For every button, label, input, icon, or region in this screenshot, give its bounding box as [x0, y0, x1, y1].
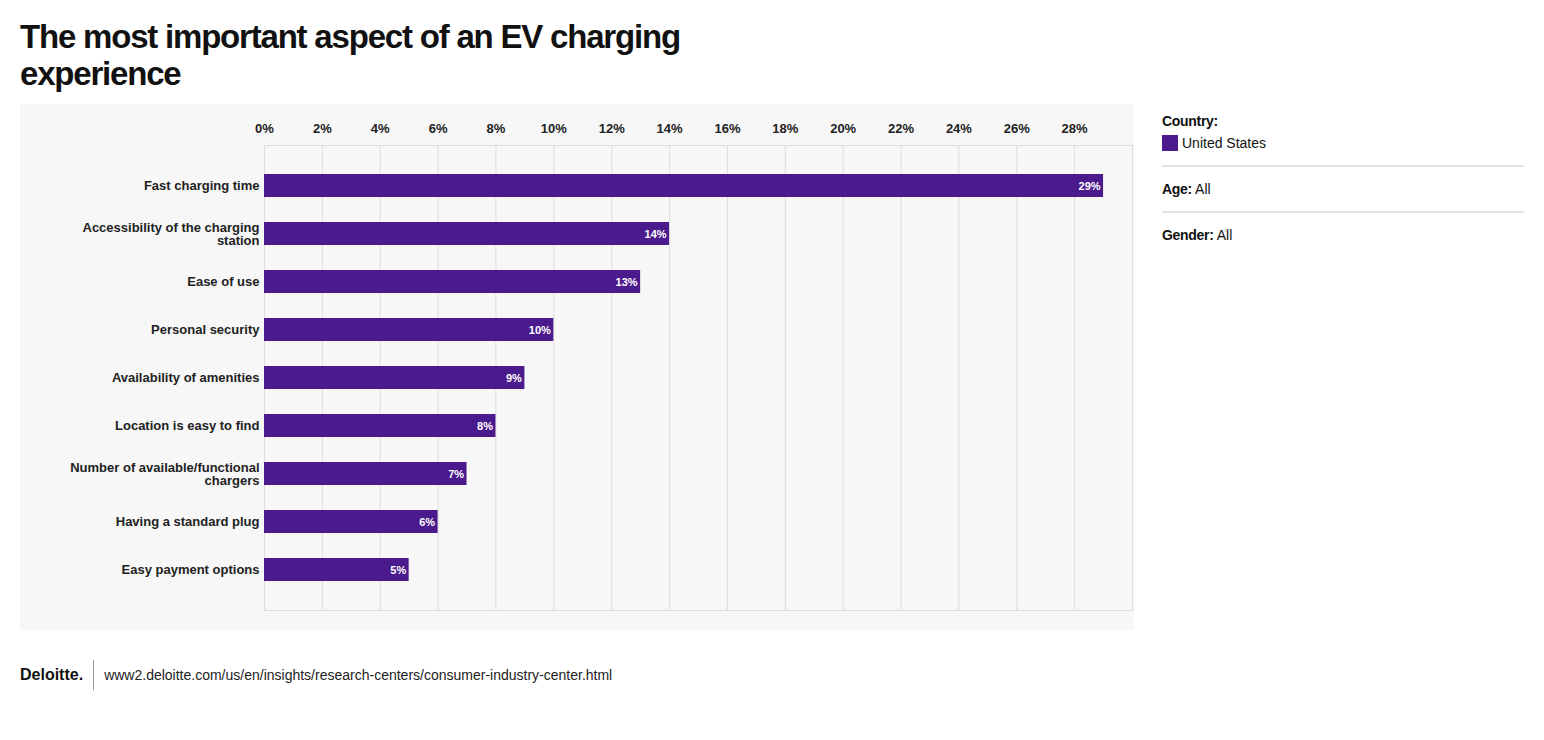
html-text:www2.deloitte.com/us/en/insigh: www2.deloitte.com/us/en/insights/researc…	[104, 667, 613, 683]
svg-text:Ease of use: Ease of use	[187, 274, 259, 289]
svg-text:16%: 16%	[714, 121, 740, 136]
svg-text:24%: 24%	[946, 121, 972, 136]
svg-text:8%: 8%	[477, 420, 493, 432]
svg-text:9%: 9%	[506, 372, 522, 384]
svg-text:8%: 8%	[487, 121, 506, 136]
svg-text:Fast charging time: Fast charging time	[144, 178, 260, 193]
svg-text:Personal security: Personal security	[151, 322, 260, 337]
svg-text:12%: 12%	[599, 121, 625, 136]
svg-text:5%: 5%	[390, 564, 406, 576]
svg-text:20%: 20%	[830, 121, 856, 136]
svg-text:13%: 13%	[616, 276, 638, 288]
svg-text:28%: 28%	[1062, 121, 1088, 136]
svg-text:Having a standard plug: Having a standard plug	[116, 514, 260, 529]
html-text:Deloitte.: Deloitte.	[20, 666, 84, 683]
html-text:Age: All: Age: All	[1162, 181, 1211, 197]
html-text:Country:: Country:	[1162, 113, 1218, 129]
svg-text:Accessibility of the chargings: Accessibility of the chargingstation	[83, 220, 260, 248]
svg-text:0%: 0%	[255, 121, 274, 136]
svg-text:4%: 4%	[371, 121, 390, 136]
svg-text:Availability of amenities: Availability of amenities	[112, 370, 260, 385]
svg-text:29%: 29%	[1079, 180, 1101, 192]
svg-text:18%: 18%	[772, 121, 798, 136]
svg-text:Number of available/functional: Number of available/functionalchargers	[70, 460, 259, 488]
svg-text:7%: 7%	[448, 468, 464, 480]
svg-text:10%: 10%	[529, 324, 551, 336]
svg-text:22%: 22%	[888, 121, 914, 136]
svg-text:26%: 26%	[1004, 121, 1030, 136]
html-text:Gender: All: Gender: All	[1162, 227, 1233, 243]
svg-text:2%: 2%	[313, 121, 332, 136]
html-text:The most important aspect of a: The most important aspect of an EV charg…	[20, 18, 680, 92]
html-text:United States: United States	[1182, 135, 1267, 151]
svg-text:14%: 14%	[657, 121, 683, 136]
svg-text:Easy payment options: Easy payment options	[122, 562, 260, 577]
svg-text:6%: 6%	[419, 516, 435, 528]
svg-text:Location is easy to find: Location is easy to find	[115, 418, 260, 433]
svg-text:10%: 10%	[541, 121, 567, 136]
svg-text:14%: 14%	[645, 228, 667, 240]
svg-text:6%: 6%	[429, 121, 448, 136]
